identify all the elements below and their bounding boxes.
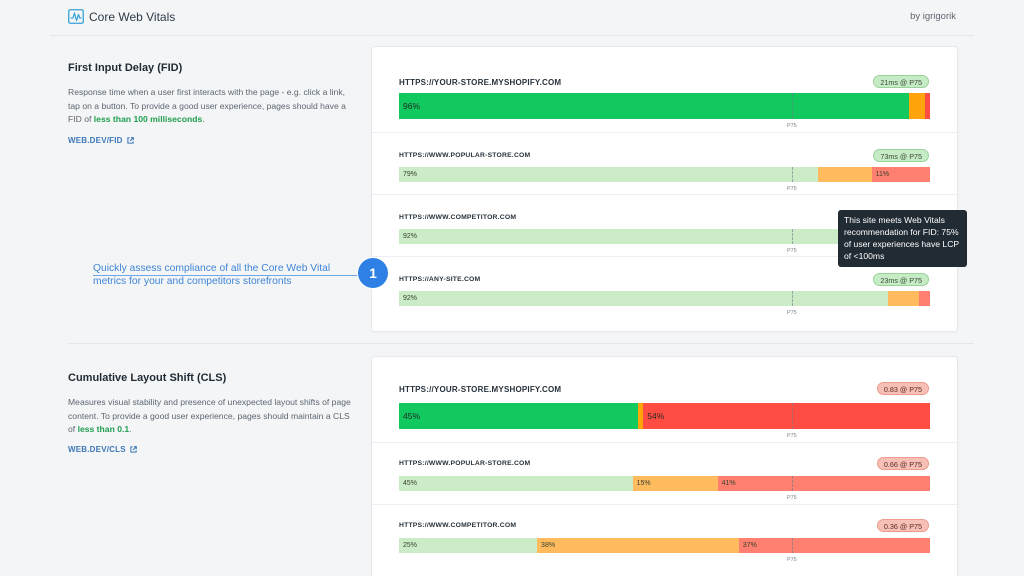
site-url: HTTPS://YOUR-STORE.MYSHOPIFY.COM	[399, 385, 562, 394]
p75-marker-label: P75	[786, 557, 797, 563]
fid-section-title: First Input Delay (FID)	[68, 62, 183, 74]
site-url: HTTPS://WWW.COMPETITOR.COM	[399, 214, 517, 221]
author-link[interactable]: by igrigorik	[910, 11, 956, 22]
site-row: HTTPS://WWW.POPULAR-STORE.COM 73ms @ P75 7…	[372, 132, 957, 194]
p75-marker-label: P75	[786, 123, 797, 129]
site-row: HTTPS://WWW.COMPETITOR.COM 0.36 @ P75 25% 3…	[372, 504, 957, 566]
external-link-icon	[127, 137, 134, 144]
good-segment: 79%	[399, 167, 819, 182]
site-url: HTTPS://ANY-SITE.COM	[399, 276, 481, 283]
callout-number-badge: 1	[358, 258, 388, 288]
fid-description: Response time when a user first interact…	[68, 87, 346, 124]
section-divider	[68, 343, 974, 344]
distribution-bar[interactable]: 96%	[399, 93, 930, 119]
cls-description: Measures visual stability and presence o…	[68, 397, 351, 434]
callout-text: Quickly assess compliance of all the Cor…	[93, 263, 331, 287]
needs-improvement-segment: 38%	[537, 538, 739, 553]
cls-section-title: Cumulative Layout Shift (CLS)	[68, 372, 227, 384]
distribution-bar[interactable]: 45% 15% 41%	[399, 476, 930, 491]
poor-segment: 37%	[738, 538, 930, 553]
needs-improvement-segment	[908, 93, 925, 119]
poor-segment: 11%	[871, 167, 930, 182]
cls-card: HTTPS://YOUR-STORE.MYSHOPIFY.COM 0.83 @ P…	[372, 357, 957, 576]
fid-card: HTTPS://YOUR-STORE.MYSHOPIFY.COM 21ms @ P…	[372, 47, 957, 331]
site-url: HTTPS://WWW.POPULAR-STORE.COM	[399, 152, 531, 159]
good-segment: 45%	[399, 403, 638, 429]
p75-marker-label: P75	[786, 495, 797, 501]
p75-marker-label: P75	[786, 248, 797, 254]
good-segment: 25%	[399, 538, 538, 553]
cls-docs-link[interactable]: WEB.DEV/CLS	[68, 445, 137, 454]
good-segment: 92%	[399, 229, 888, 244]
site-url: HTTPS://WWW.COMPETITOR.COM	[399, 522, 517, 529]
site-row: HTTPS://ANY-SITE.COM 23ms @ P75 92% P75	[372, 256, 957, 318]
distribution-bar[interactable]: 92%	[399, 291, 930, 306]
p75-value-badge: 0.36 @ P75	[876, 519, 929, 532]
site-url: HTTPS://WWW.POPULAR-STORE.COM	[399, 460, 531, 467]
distribution-bar[interactable]: 25% 38% 37%	[399, 538, 930, 553]
needs-improvement-segment	[637, 403, 644, 429]
needs-improvement-segment	[887, 291, 920, 306]
cls-threshold: less than 0.1	[77, 424, 130, 434]
p75-value-badge: 0.66 @ P75	[876, 457, 929, 470]
good-segment: 92%	[399, 291, 888, 306]
distribution-bar[interactable]: 45% 54%	[399, 403, 930, 429]
p75-marker	[791, 93, 793, 119]
p75-marker	[791, 403, 793, 429]
site-url: HTTPS://YOUR-STORE.MYSHOPIFY.COM	[399, 78, 562, 87]
callout-line	[93, 275, 361, 276]
poor-segment: 41%	[717, 476, 930, 491]
good-segment: 45%	[399, 476, 633, 491]
app-title: Core Web Vitals	[89, 10, 176, 24]
external-link-icon	[130, 446, 137, 453]
site-row: HTTPS://WWW.POPULAR-STORE.COM 0.66 @ P75 4…	[372, 442, 957, 504]
needs-improvement-segment	[818, 167, 872, 182]
p75-value-badge: 0.83 @ P75	[876, 382, 929, 395]
p75-value-badge: 23ms @ P75	[873, 273, 929, 286]
distribution-bar[interactable]: 79% 11%	[399, 167, 930, 182]
p75-marker	[791, 229, 793, 244]
p75-value-badge: 21ms @ P75	[873, 75, 929, 88]
poor-segment: 54%	[643, 403, 930, 429]
site-row: HTTPS://YOUR-STORE.MYSHOPIFY.COM 0.83 @ P…	[372, 357, 957, 442]
fid-docs-link[interactable]: WEB.DEV/FID	[68, 136, 134, 145]
fid-threshold: less than 100 milliseconds	[93, 114, 203, 124]
top-bar: Core Web Vitals by igrigorik	[50, 0, 974, 36]
p75-marker	[791, 167, 793, 182]
poor-segment	[919, 291, 930, 306]
p75-marker	[791, 476, 793, 491]
p75-marker-label: P75	[786, 433, 797, 439]
p75-marker	[791, 291, 793, 306]
p75-marker-label: P75	[786, 310, 797, 316]
site-row: HTTPS://YOUR-STORE.MYSHOPIFY.COM 21ms @ P…	[372, 47, 957, 132]
vitals-logo-icon	[68, 9, 84, 24]
poor-segment	[924, 93, 930, 119]
fid-tooltip: This site meets Web Vitals recommendatio…	[838, 210, 967, 267]
good-segment: 96%	[399, 93, 909, 119]
p75-marker-label: P75	[786, 186, 797, 192]
needs-improvement-segment: 15%	[632, 476, 718, 491]
p75-value-badge: 73ms @ P75	[873, 149, 929, 162]
p75-marker	[791, 538, 793, 553]
